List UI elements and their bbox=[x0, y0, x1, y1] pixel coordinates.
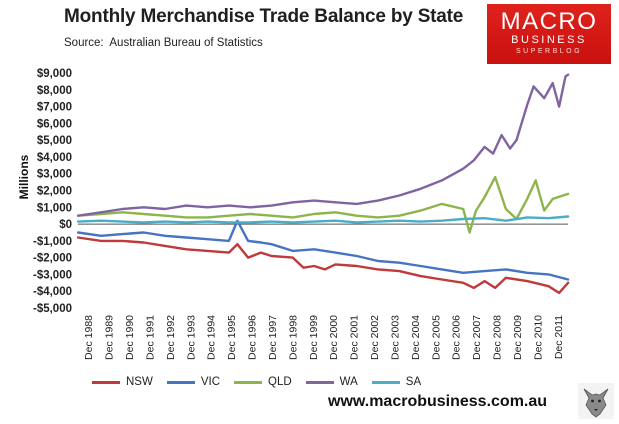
x-tick-label: Dec 2008 bbox=[492, 315, 504, 360]
legend-item-wa: WA bbox=[305, 376, 358, 388]
legend-label: QLD bbox=[268, 376, 292, 388]
logo-line-2: BUSINESS bbox=[511, 34, 587, 46]
x-tick-label: Dec 1988 bbox=[83, 315, 95, 360]
legend-label: SA bbox=[405, 376, 422, 388]
y-tick-label: $3,000 bbox=[37, 169, 72, 181]
y-tick-label: $7,000 bbox=[37, 102, 72, 114]
legend-label: WA bbox=[339, 376, 358, 388]
y-tick-label: $1,000 bbox=[37, 202, 72, 214]
legend-label: VIC bbox=[200, 376, 221, 388]
series-layer bbox=[76, 73, 570, 295]
macrobusiness-logo[interactable]: MACRO BUSINESS SUPERBLOG bbox=[487, 4, 611, 64]
y-tick-label: $5,000 bbox=[37, 135, 72, 147]
x-tick-label: Dec 2010 bbox=[532, 315, 544, 360]
x-tick-label: Dec 2009 bbox=[512, 315, 524, 360]
x-axis-ticks: Dec 1988 Dec 1989 Dec 1990 Dec 1991 Dec 1992… bbox=[83, 315, 565, 360]
site-url[interactable]: www.macrobusiness.com.au bbox=[328, 393, 548, 410]
y-tick-label: $6,000 bbox=[37, 118, 72, 130]
x-tick-label: Dec 2007 bbox=[471, 315, 483, 360]
legend-item-nsw: NSW bbox=[92, 376, 153, 388]
logo-line-1: MACRO bbox=[500, 8, 598, 35]
y-tick-label: $4,000 bbox=[37, 152, 72, 164]
legend-item-vic: VIC bbox=[166, 376, 221, 388]
logo-line-3: SUPERBLOG bbox=[515, 48, 583, 55]
series-line-qld bbox=[76, 175, 570, 234]
y-tick-label: -$4,000 bbox=[33, 286, 72, 298]
x-tick-label: Dec 1990 bbox=[124, 315, 136, 360]
x-tick-label: Dec 2000 bbox=[328, 315, 340, 360]
y-axis-ticks: $9,000 $8,000 $7,000 $6,000 $5,000 $4,000 $3,0… bbox=[33, 68, 72, 315]
legend-swatch bbox=[234, 380, 263, 384]
x-tick-label: Dec 1991 bbox=[144, 315, 156, 360]
y-tick-label: -$2,000 bbox=[33, 253, 72, 265]
x-tick-label: Dec 2006 bbox=[451, 315, 463, 360]
wolf-icon bbox=[578, 383, 614, 419]
legend-swatch bbox=[305, 380, 334, 384]
chart-title: Monthly Merchandise Trade Balance by Sta… bbox=[64, 6, 464, 27]
x-tick-label: Dec 1995 bbox=[226, 315, 238, 360]
y-tick-label: -$1,000 bbox=[33, 236, 72, 248]
y-tick-label: $8,000 bbox=[37, 85, 72, 97]
x-tick-label: Dec 1994 bbox=[206, 315, 218, 360]
series-line-nsw bbox=[76, 236, 570, 295]
x-tick-label: Dec 2001 bbox=[349, 315, 361, 360]
y-tick-label: $9,000 bbox=[37, 68, 72, 80]
x-tick-label: Dec 2003 bbox=[389, 315, 401, 360]
x-tick-label: Dec 2004 bbox=[410, 315, 422, 360]
x-tick-label: Dec 2002 bbox=[369, 315, 381, 360]
series-line-wa bbox=[76, 73, 570, 217]
legend-swatch bbox=[92, 380, 120, 384]
series-line-vic bbox=[76, 219, 570, 281]
y-tick-label: $2,000 bbox=[37, 186, 72, 198]
series-line-sa bbox=[76, 215, 570, 224]
y-tick-label: -$5,000 bbox=[33, 303, 72, 315]
legend: NSW VIC QLD WA SA bbox=[92, 376, 421, 388]
legend-swatch bbox=[166, 380, 195, 384]
x-tick-label: Dec 2005 bbox=[430, 315, 442, 360]
x-tick-label: Dec 1999 bbox=[308, 315, 320, 360]
chart-source: Source: Australian Bureau of Statistics bbox=[64, 37, 263, 49]
x-tick-label: Dec 1996 bbox=[247, 315, 259, 360]
legend-item-sa: SA bbox=[371, 376, 422, 388]
legend-item-qld: QLD bbox=[234, 376, 292, 388]
x-tick-label: Dec 1997 bbox=[267, 315, 279, 360]
x-tick-label: Dec 1989 bbox=[104, 315, 116, 360]
x-tick-label: Dec 1992 bbox=[165, 315, 177, 360]
y-tick-label: -$3,000 bbox=[33, 269, 72, 281]
x-tick-label: Dec 1993 bbox=[185, 315, 197, 360]
x-tick-label: Dec 2011 bbox=[553, 315, 565, 359]
legend-swatch bbox=[371, 380, 400, 384]
y-tick-label: $0 bbox=[59, 219, 72, 231]
legend-label: NSW bbox=[126, 376, 153, 388]
x-tick-label: Dec 1998 bbox=[287, 315, 299, 360]
